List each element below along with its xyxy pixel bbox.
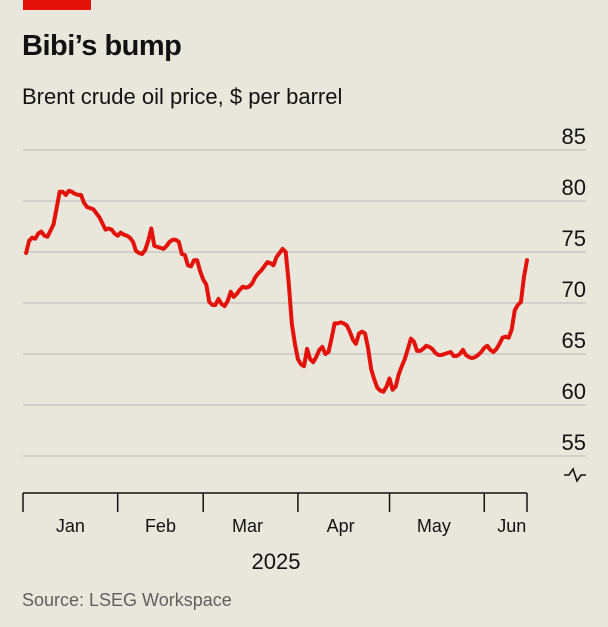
series-layer: [24, 188, 529, 394]
y-tick-label: 80: [562, 175, 586, 200]
y-tick-label: 75: [562, 226, 586, 251]
chart-title: Bibi’s bump: [22, 30, 182, 62]
y-tick-label: 60: [562, 379, 586, 404]
x-tick-label: Feb: [145, 516, 176, 536]
y-tick-label: 70: [562, 277, 586, 302]
brand-accent-bar: [23, 0, 91, 10]
gridlines: [23, 149, 586, 457]
series-line: [24, 188, 529, 394]
axis-break-mark: [564, 467, 586, 483]
x-axis: Jan Feb Mar Apr May Jun 2025: [22, 492, 528, 574]
y-axis-break-icon: [564, 467, 586, 483]
source-note: Source: LSEG Workspace: [22, 590, 232, 610]
y-tick-label: 55: [562, 430, 586, 455]
x-tick-label: Jun: [497, 516, 526, 536]
x-tick-label: Apr: [327, 516, 355, 536]
y-axis-labels: 55 60 65 70 75 80 85: [562, 124, 586, 455]
y-tick-label: 85: [562, 124, 586, 149]
x-tick-label: Mar: [232, 516, 263, 536]
x-year-label: 2025: [252, 549, 301, 574]
x-tick-label: May: [417, 516, 451, 536]
chart-subtitle: Brent crude oil price, $ per barrel: [22, 84, 343, 109]
x-tick-label: Jan: [56, 516, 85, 536]
y-tick-label: 65: [562, 328, 586, 353]
line-chart: 55 60 65 70 75 80 85 Jan Feb Mar Apr May Jun 2025: [22, 124, 586, 574]
